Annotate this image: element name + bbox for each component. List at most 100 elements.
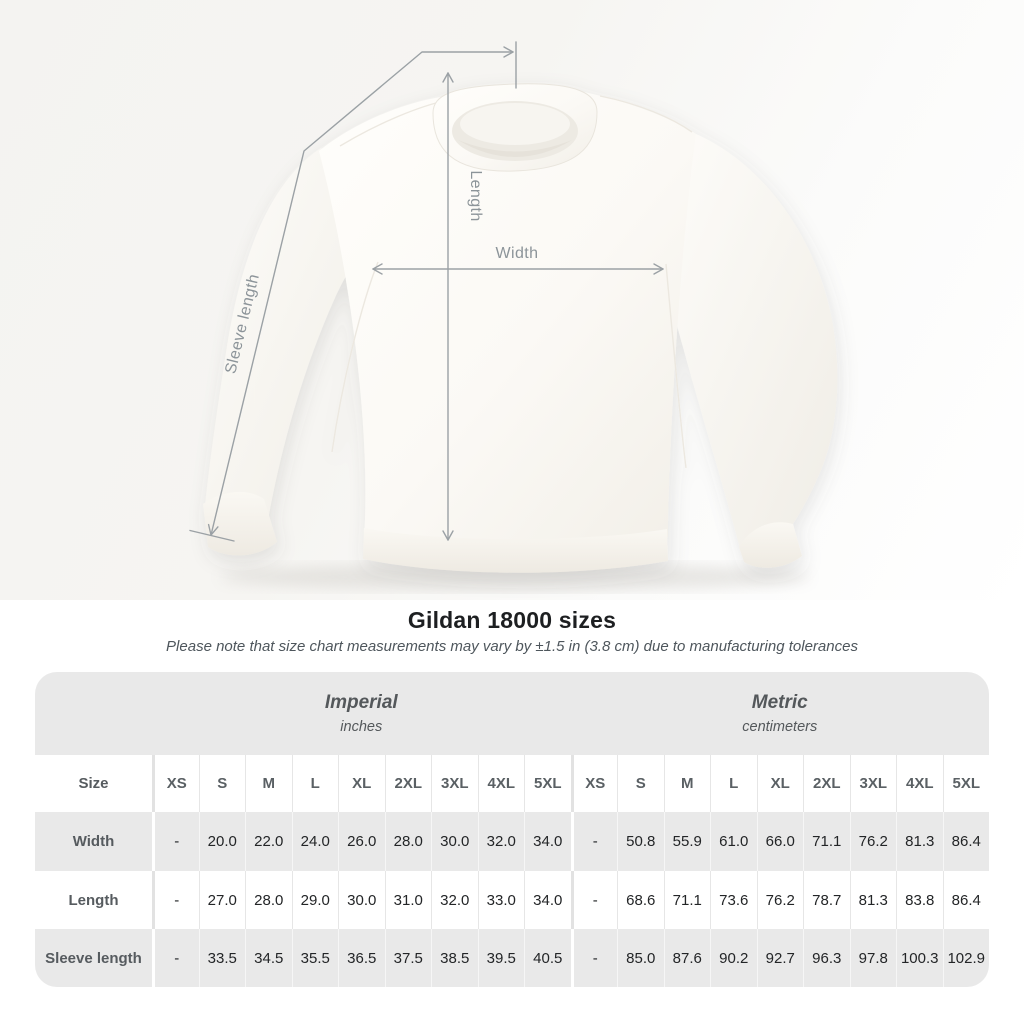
measurement-row-label: Length <box>35 871 152 929</box>
width-measure-line <box>372 263 664 275</box>
product-photo: Length Width Sleeve length <box>0 0 1024 600</box>
size-column-header: S <box>198 755 245 812</box>
neck-shadow <box>458 140 572 157</box>
table-cell: 28.0 <box>245 871 292 929</box>
size-column-header: S <box>617 755 664 812</box>
size-column-header: 4XL <box>896 755 943 812</box>
table-cell: 86.4 <box>942 812 989 871</box>
table-cell: 61.0 <box>710 812 757 871</box>
size-column-header: M <box>663 755 710 812</box>
table-cell: 73.6 <box>710 871 757 929</box>
table-cell: 30.0 <box>338 871 385 929</box>
table-cell: 97.8 <box>849 929 896 987</box>
measurement-row-label: Sleeve length <box>35 929 152 987</box>
width-measure-label: Width <box>496 245 539 262</box>
table-cell: 102.9 <box>942 929 989 987</box>
table-cell: 22.0 <box>245 812 292 871</box>
body-panel <box>319 92 696 548</box>
left-sleeve <box>205 148 379 549</box>
table-cell: 30.0 <box>431 812 478 871</box>
table-cell: 34.5 <box>245 929 292 987</box>
size-row-header: Size <box>35 755 152 812</box>
measurement-row-label: Width <box>35 812 152 871</box>
size-column-header: 5XL <box>524 755 571 812</box>
table-cell: 71.1 <box>663 871 710 929</box>
size-column-header: L <box>291 755 338 812</box>
sleeve-length-measure-line <box>189 41 517 542</box>
length-measure-label: Length <box>467 170 484 221</box>
size-column-header: 3XL <box>431 755 478 812</box>
size-column-header: 4XL <box>477 755 524 812</box>
table-cell: 28.0 <box>384 812 431 871</box>
right-cuff <box>739 522 802 568</box>
table-cell: 24.0 <box>291 812 338 871</box>
size-column-header: L <box>710 755 757 812</box>
table-cell: 81.3 <box>896 812 943 871</box>
size-column-header: XL <box>338 755 385 812</box>
size-column-header: XL <box>756 755 803 812</box>
table-cell: 34.0 <box>524 812 571 871</box>
length-measure-line <box>442 72 454 541</box>
size-column-header: 2XL <box>803 755 850 812</box>
table-cell: 35.5 <box>291 929 338 987</box>
table-cell: 38.5 <box>431 929 478 987</box>
table-cell: - <box>570 871 617 929</box>
sweatshirt-illustration <box>203 83 838 573</box>
table-cell: 92.7 <box>756 929 803 987</box>
table-cell: 76.2 <box>756 871 803 929</box>
table-cell: 78.7 <box>803 871 850 929</box>
caption-and-table: Gildan 18000 sizes Please note that size… <box>0 600 1024 987</box>
metric-section-unit: centimeters <box>742 719 818 735</box>
size-column-header: 3XL <box>849 755 896 812</box>
table-cell: 36.5 <box>338 929 385 987</box>
size-column-header: M <box>245 755 292 812</box>
table-cell: 34.0 <box>524 871 571 929</box>
table-cell: 33.5 <box>198 929 245 987</box>
table-cell: 87.6 <box>663 929 710 987</box>
table-cell: 39.5 <box>477 929 524 987</box>
section-header-imperial: Imperial inches <box>152 672 571 755</box>
table-cell: 27.0 <box>198 871 245 929</box>
table-cell: 76.2 <box>849 812 896 871</box>
table-cell: 32.0 <box>431 871 478 929</box>
table-cell: 66.0 <box>756 812 803 871</box>
metric-section-label: Metric <box>751 692 808 713</box>
imperial-section-label: Imperial <box>324 692 398 713</box>
size-column-header: 5XL <box>942 755 989 812</box>
table-cell: 96.3 <box>803 929 850 987</box>
table-cell: 20.0 <box>198 812 245 871</box>
right-sleeve <box>665 134 838 549</box>
table-cell: 68.6 <box>617 871 664 929</box>
table-cell: 90.2 <box>710 929 757 987</box>
table-cell: - <box>570 812 617 871</box>
table-cell: 83.8 <box>896 871 943 929</box>
table-cell: - <box>152 929 199 987</box>
section-header-metric: Metric centimeters <box>570 672 989 755</box>
inner-back-collar <box>460 103 570 145</box>
table-cell: 86.4 <box>942 871 989 929</box>
tolerance-note: Please note that size chart measurements… <box>166 638 858 655</box>
left-cuff <box>203 491 277 556</box>
page-title: Gildan 18000 sizes <box>407 607 617 633</box>
size-table: Imperial inches Metric centimeters Size … <box>35 672 989 987</box>
table-cell: - <box>152 812 199 871</box>
table-cell: 32.0 <box>477 812 524 871</box>
table-cell: 50.8 <box>617 812 664 871</box>
table-cell: 37.5 <box>384 929 431 987</box>
table-cell: 26.0 <box>338 812 385 871</box>
table-cell: 71.1 <box>803 812 850 871</box>
size-column-header: 2XL <box>384 755 431 812</box>
table-cell: 29.0 <box>291 871 338 929</box>
table-cell: 85.0 <box>617 929 664 987</box>
table-cell: 31.0 <box>384 871 431 929</box>
table-cell: 33.0 <box>477 871 524 929</box>
table-cell: - <box>152 871 199 929</box>
table-corner-spacer <box>35 672 152 755</box>
size-column-header: XS <box>570 755 617 812</box>
table-cell: - <box>570 929 617 987</box>
sweatshirt-measurement-diagram: Length Width Sleeve length <box>189 41 838 591</box>
table-cell: 55.9 <box>663 812 710 871</box>
size-column-header: XS <box>152 755 199 812</box>
table-cell: 81.3 <box>849 871 896 929</box>
